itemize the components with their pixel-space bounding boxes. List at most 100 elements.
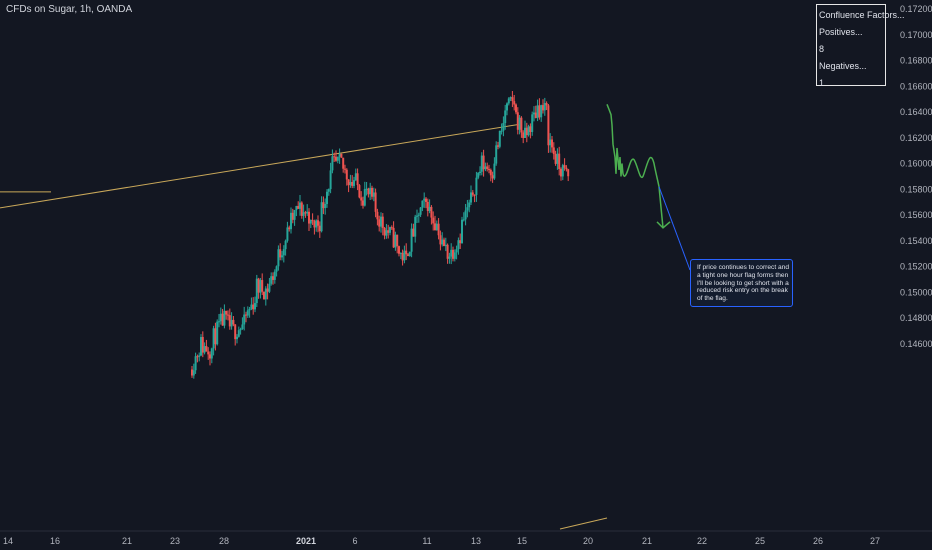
price-tick-label: 0.17000 <box>900 30 932 40</box>
candle <box>378 215 381 232</box>
candle <box>329 162 332 194</box>
candle <box>419 206 422 218</box>
candle <box>324 198 327 215</box>
candle <box>567 168 570 182</box>
candle <box>210 347 213 364</box>
candle <box>439 230 442 251</box>
candle <box>313 219 316 235</box>
candle <box>497 141 499 150</box>
candle <box>239 327 242 335</box>
time-tick-label: 16 <box>50 536 60 546</box>
candle <box>209 351 211 366</box>
candle <box>315 219 318 232</box>
candle <box>531 111 534 136</box>
time-tick-label: 15 <box>517 536 527 546</box>
candle <box>477 171 480 180</box>
candle <box>398 245 400 257</box>
symbol-label[interactable]: CFDs on Sugar, 1h, OANDA <box>6 4 133 15</box>
candle <box>390 225 393 230</box>
time-tick-label: 25 <box>755 536 765 546</box>
time-tick-label: 21 <box>642 536 652 546</box>
candle <box>367 187 370 198</box>
candle <box>200 334 202 357</box>
candle <box>443 237 445 247</box>
time-tick-label: 6 <box>352 536 357 546</box>
candle <box>363 181 366 207</box>
candle <box>489 168 492 182</box>
candle <box>416 209 418 223</box>
candle <box>264 286 267 306</box>
price-tick-label: 0.15000 <box>900 287 932 297</box>
candle <box>403 245 406 264</box>
candle <box>545 101 548 111</box>
negatives-label: Negatives... <box>819 61 867 71</box>
candle <box>394 231 397 251</box>
candle <box>554 150 557 166</box>
candle <box>437 218 440 240</box>
candle <box>561 163 564 181</box>
candle <box>365 181 368 196</box>
candle <box>246 306 249 318</box>
positives-label: Positives... <box>819 27 863 37</box>
candle <box>335 150 337 162</box>
candle <box>461 216 463 244</box>
candle <box>522 130 525 144</box>
time-tick-label: 23 <box>170 536 180 546</box>
candle <box>243 306 246 331</box>
candle <box>448 252 451 264</box>
candle <box>216 319 219 346</box>
candle <box>479 166 481 176</box>
candle <box>290 207 292 234</box>
arrow-down-icon <box>656 221 671 229</box>
candle <box>284 239 287 256</box>
candle <box>234 324 237 346</box>
candle <box>453 249 456 262</box>
candle <box>558 146 561 176</box>
candle <box>372 187 375 202</box>
candle <box>446 243 449 264</box>
time-tick-label: 11 <box>422 536 431 546</box>
negatives-value: 1 <box>819 78 825 88</box>
candle <box>254 296 256 313</box>
candle <box>223 304 226 329</box>
candle <box>540 104 543 122</box>
candle <box>380 212 382 233</box>
candle <box>257 277 260 299</box>
candle <box>225 310 228 320</box>
candle <box>563 158 566 171</box>
time-tick-label: 21 <box>122 536 132 546</box>
confluence-title: Confluence Factors... <box>819 10 905 20</box>
candle <box>286 221 289 243</box>
candle <box>311 213 314 225</box>
trade-callout-note[interactable]: If price continues to correct and a tigh… <box>690 259 793 307</box>
candle <box>466 199 469 218</box>
candle <box>259 278 262 299</box>
candle <box>318 221 321 238</box>
candle <box>309 219 312 229</box>
candle <box>385 223 388 239</box>
price-tick-label: 0.17200 <box>900 4 932 14</box>
candle <box>237 326 240 338</box>
candle <box>221 308 224 326</box>
candle <box>426 198 429 217</box>
candle <box>203 342 206 355</box>
candle <box>552 142 555 160</box>
time-axis: 14 16 21 23 28 2021 6 11 13 15 20 21 22 25 26 27 <box>0 530 932 546</box>
candle <box>414 214 417 243</box>
candle <box>464 203 467 226</box>
candle <box>527 124 530 137</box>
candle <box>425 196 427 209</box>
candle <box>345 168 348 186</box>
projected-target-path <box>658 186 664 228</box>
candle <box>399 252 402 260</box>
confluence-factors-box[interactable]: Confluence Factors... Positives... 8 Neg… <box>816 4 905 88</box>
price-axis: 0.17200 0.17000 0.16800 0.16600 0.16400 0.162… <box>900 4 932 349</box>
candle <box>297 201 300 209</box>
candle <box>470 185 472 205</box>
candle <box>444 237 447 252</box>
candle <box>500 123 503 135</box>
candle <box>435 220 438 231</box>
candle <box>389 226 391 236</box>
candle <box>468 199 471 213</box>
